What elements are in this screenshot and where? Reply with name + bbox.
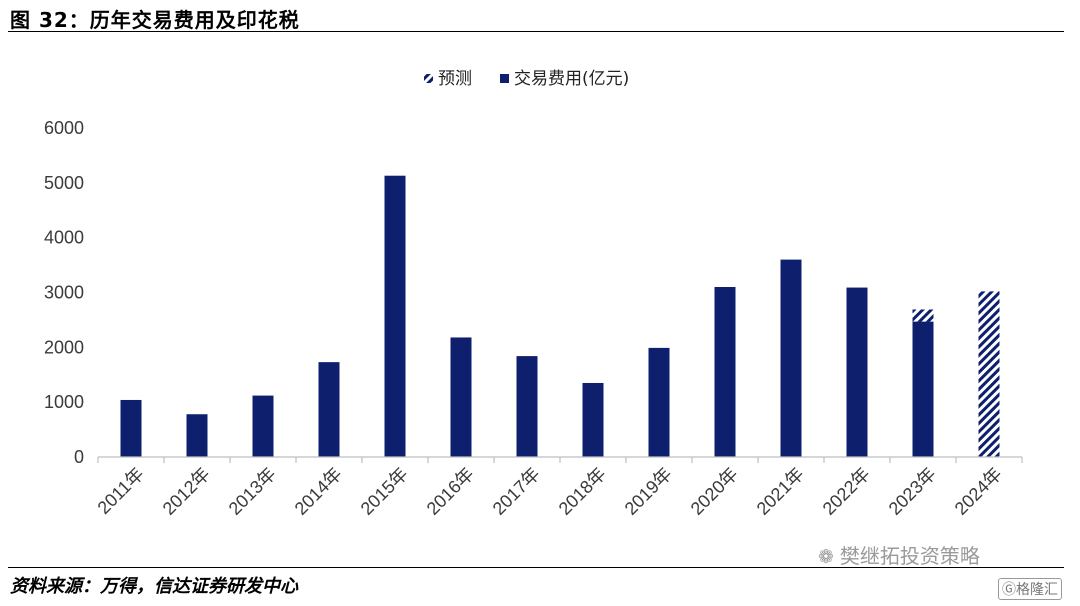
legend-swatch [424,74,433,83]
x-tick-label: 2016年 [423,464,478,519]
wechat-icon: ❁ [818,546,834,568]
fee-bar [252,395,274,457]
x-tick-label: 2023年 [885,464,940,519]
fee-bar [516,356,538,457]
bars-group [120,175,1000,457]
legend-label: 交易费用(亿元) [514,69,629,89]
logo-text: 格隆汇 [1016,582,1058,598]
y-tick-label: 0 [74,447,84,467]
fee-bar [186,414,208,457]
x-tick-label: 2022年 [819,464,874,519]
y-tick-label: 5000 [44,173,84,193]
y-tick-label: 2000 [44,337,84,357]
x-tick-label: 2021年 [753,464,808,519]
gelonghui-logo: Ⓖ格隆汇 [998,578,1062,600]
fee-bar [120,399,142,457]
title-rule [8,31,1064,32]
x-tick-label: 2012年 [159,464,214,519]
legend-label: 预测 [438,69,472,89]
x-tick-label: 2018年 [555,464,610,519]
fee-bar [912,321,934,457]
fee-bar [582,382,604,457]
x-tick-label: 2011年 [94,464,148,518]
y-tick-label: 3000 [44,283,84,303]
x-tick-label: 2015年 [357,464,412,519]
x-axis: 2011年 2012年 2013年 2014年 2015年 2016年 2017年 2018年… [94,456,1023,519]
fee-bar [648,347,670,457]
forecast-bar [978,291,1000,457]
x-tick-label: 2014年 [291,464,346,519]
watermark: ❁ 樊继拓投资策略 [818,540,980,569]
watermark-text: 樊继拓投资策略 [839,544,980,568]
forecast-bar [912,309,934,322]
y-axis: 6000 5000 4000 3000 2000 1000 0 [44,118,84,467]
fee-bar [846,287,868,457]
y-tick-label: 4000 [44,228,84,248]
x-tick-label: 2013年 [225,464,280,519]
fee-bar [318,362,340,457]
figure-title: 图 32：历年交易费用及印花税 [10,8,300,32]
source-note: 资料来源：万得，信达证券研发中心 [10,576,298,597]
x-tick-label: 2017年 [489,464,544,519]
chart-legend: 预测 交易费用(亿元) [424,69,629,89]
x-tick-label: 2024年 [951,464,1006,519]
legend-swatch [500,74,509,83]
y-tick-label: 6000 [44,118,84,138]
fee-bar [384,175,406,457]
x-tick-label: 2020年 [687,464,742,519]
x-tick-label: 2019年 [621,464,676,519]
bar-chart: 预测 交易费用(亿元) 6000 5000 4000 3000 2000 1000 0 201… [44,69,1023,519]
source-rule [8,567,1064,568]
fee-bar [780,259,802,457]
fee-bar [714,287,736,457]
fee-bar [450,337,472,457]
y-tick-label: 1000 [44,392,84,412]
